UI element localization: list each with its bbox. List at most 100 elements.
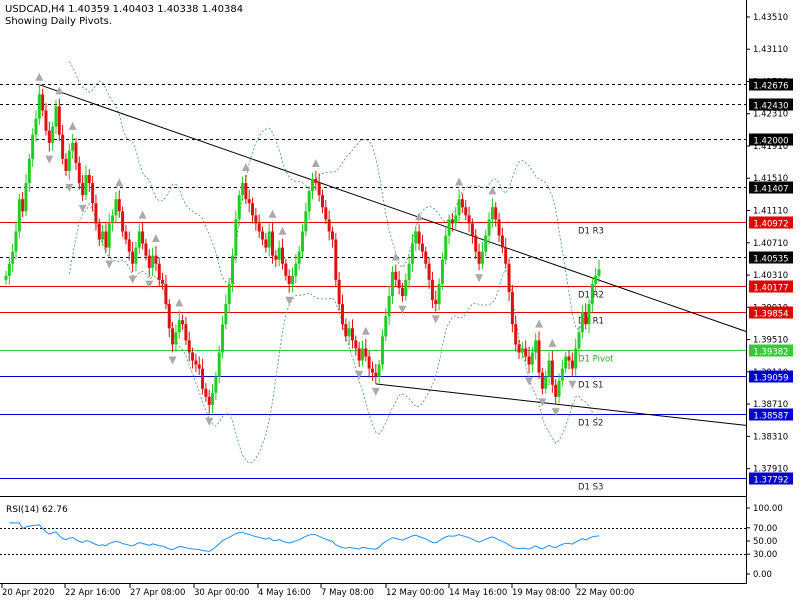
fractal-up (151, 234, 160, 242)
candle-body (151, 255, 155, 268)
candle-body (164, 283, 168, 305)
pivot-price-label: 1.40177 (753, 284, 788, 294)
candle-body (281, 247, 285, 264)
candle-body (557, 380, 561, 397)
pivot-name: D1 S2 (578, 419, 603, 429)
candle-body (580, 312, 584, 333)
price-axis-labels: 1.42676 1.42430 1.42000 1.41407 1.40535 1.409… (749, 78, 793, 486)
candle-body (517, 344, 521, 353)
candle-body (277, 247, 281, 260)
rsi-tick-label: 30.00 (753, 550, 777, 560)
candle-body (77, 162, 81, 184)
candle-body (17, 199, 21, 232)
candle-body (374, 372, 378, 377)
candle-body (507, 263, 511, 292)
candle-body (267, 231, 271, 248)
fractal-up (268, 209, 277, 218)
fractal-up (55, 86, 64, 95)
candle-body (500, 235, 504, 248)
candle-body (484, 235, 488, 252)
candle-body (47, 130, 51, 143)
candle-body (450, 219, 454, 224)
candle-body (554, 384, 558, 397)
pivot-price-label: 1.37792 (753, 476, 788, 486)
candle-body (127, 239, 131, 252)
fractal-markers (35, 72, 577, 426)
candle-body (440, 259, 444, 284)
candle-body (244, 183, 248, 200)
fractal-up (415, 212, 424, 221)
price-tick-label: 1.38310 (753, 432, 788, 442)
candle-body (330, 231, 334, 240)
marked-level-tag (749, 181, 793, 194)
candle-body (97, 223, 101, 240)
candle-body (407, 263, 411, 280)
candle-body (497, 219, 501, 236)
candle-body (117, 199, 121, 212)
candle-body (111, 215, 115, 224)
fractal-down (105, 260, 114, 269)
candle-body (84, 175, 88, 196)
price-tick-label: 1.40310 (753, 271, 788, 281)
candles (4, 84, 601, 414)
pivot-tag (749, 216, 793, 229)
trend-lines (39, 84, 747, 426)
candle-body (360, 348, 364, 361)
candle-body (171, 328, 175, 345)
candle-body (61, 134, 65, 159)
candle-body (157, 263, 161, 280)
candle-body (131, 251, 135, 264)
marked-levels (0, 84, 746, 258)
fractal-down (65, 183, 74, 192)
fractal-up (548, 338, 557, 347)
candle-body (337, 279, 341, 305)
pivot-tag (749, 280, 793, 293)
candle-body (377, 364, 381, 377)
candle-body (154, 255, 158, 264)
candle-body (14, 231, 18, 252)
upper-band (68, 61, 600, 331)
candle-body (414, 231, 418, 244)
axis-frame (0, 0, 747, 584)
pivot-price-label: 1.38587 (753, 412, 788, 422)
candle-body (434, 300, 438, 305)
candle-body (177, 320, 181, 333)
fractal-down (45, 155, 54, 164)
candle-body (144, 243, 148, 256)
candle-body (387, 296, 391, 317)
fractal-up (361, 326, 370, 335)
candle-body (547, 360, 551, 377)
candle-body (520, 348, 524, 353)
candle-body (67, 150, 71, 171)
candle-body (420, 243, 424, 252)
candle-body (124, 231, 128, 240)
candle-body (510, 291, 514, 325)
candle-body (350, 328, 354, 341)
candle-body (51, 126, 55, 143)
candle-body (7, 263, 11, 276)
candle-body (310, 179, 314, 192)
candle-body (454, 215, 458, 224)
candle-body (114, 199, 118, 216)
candle-body (384, 316, 388, 337)
candle-body (217, 352, 221, 377)
candle-body (241, 183, 245, 196)
time-label: 22 May 00:00 (576, 588, 634, 598)
rsi-tick-label: 0.00 (753, 570, 772, 580)
candle-body (560, 368, 564, 381)
candle-body (104, 231, 108, 248)
candle-body (274, 255, 278, 260)
candle-body (247, 199, 251, 204)
marked-level-tag (749, 133, 793, 146)
candle-body (394, 271, 398, 280)
pivot-tag (749, 408, 793, 421)
fractal-down (431, 315, 440, 324)
time-axis: 20 Apr 2020 22 Apr 16:00 27 Apr 08:00 30 Ap… (1, 584, 634, 598)
time-label: 4 May 16:00 (258, 588, 311, 598)
candle-body (64, 158, 68, 171)
candle-body (137, 231, 141, 248)
pivot-name: D1 R3 (578, 227, 604, 237)
candle-body (294, 263, 298, 276)
